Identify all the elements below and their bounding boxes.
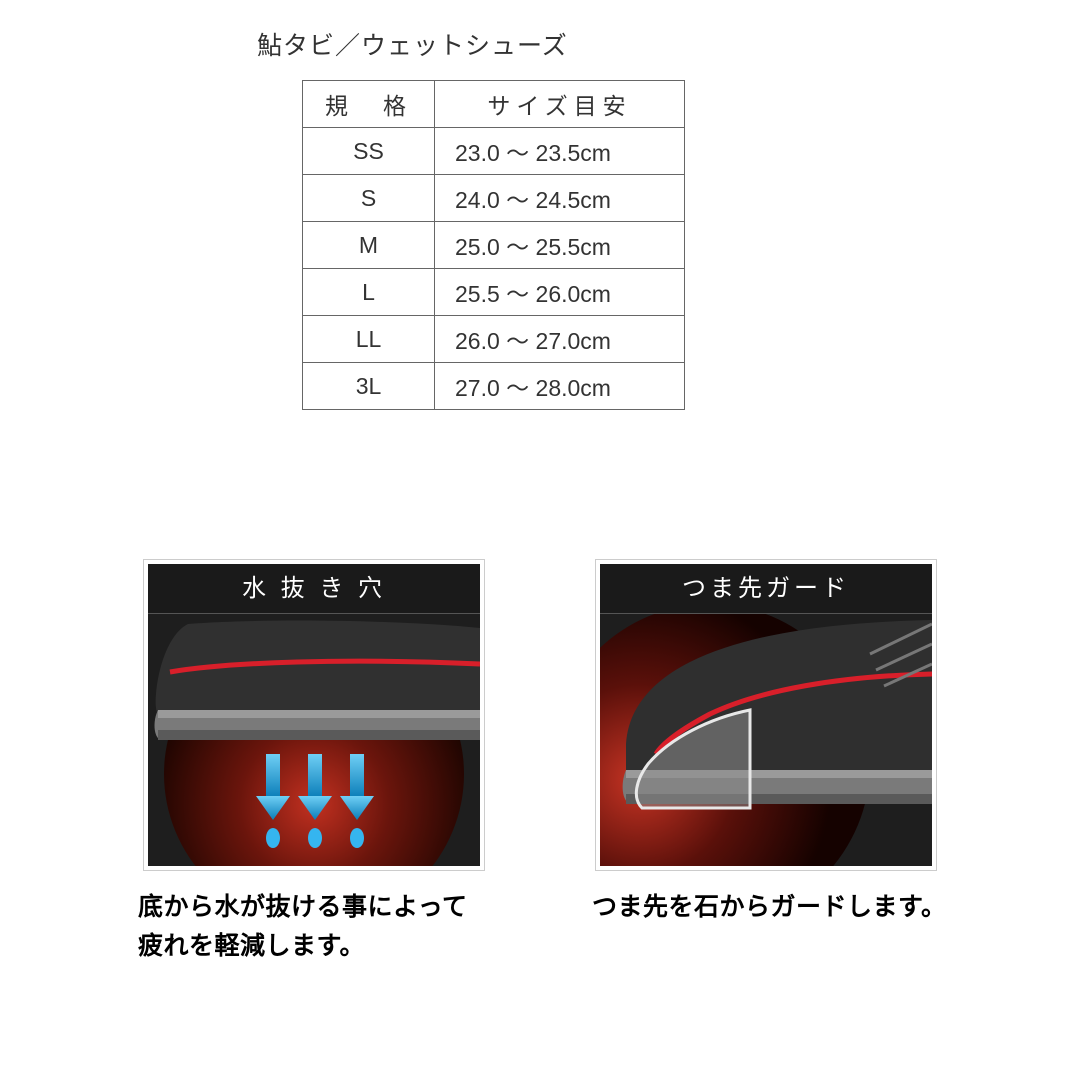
toe-guard-illustration bbox=[600, 614, 932, 870]
cell-size: 23.0 ～ 23.5cm bbox=[435, 128, 685, 175]
table-row: M25.0 ～ 25.5cm bbox=[303, 222, 685, 269]
page-title: 鮎タビ／ウェットシューズ bbox=[257, 26, 568, 62]
feature-toe-guard: つま先ガード つま先を石からガードします。 bbox=[596, 560, 956, 927]
feature-header: つま先ガード bbox=[600, 564, 932, 614]
cell-spec: S bbox=[303, 175, 435, 222]
cell-spec: SS bbox=[303, 128, 435, 175]
table-row: S24.0 ～ 24.5cm bbox=[303, 175, 685, 222]
feature-box: 水 抜 き 穴 bbox=[144, 560, 484, 870]
table-row: LL26.0 ～ 27.0cm bbox=[303, 316, 685, 363]
cell-spec: LL bbox=[303, 316, 435, 363]
cell-size: 25.5 ～ 26.0cm bbox=[435, 269, 685, 316]
feature-caption: つま先を石からガードします。 bbox=[592, 888, 956, 927]
feature-drain-holes: 水 抜 き 穴 bbox=[144, 560, 504, 966]
table-row: L25.5 ～ 26.0cm bbox=[303, 269, 685, 316]
feature-caption: 底から水が抜ける事によって疲れを軽減します。 bbox=[138, 888, 504, 966]
cell-size: 26.0 ～ 27.0cm bbox=[435, 316, 685, 363]
cell-spec: M bbox=[303, 222, 435, 269]
table-row: 3L27.0 ～ 28.0cm bbox=[303, 363, 685, 410]
size-table: 規 格 サイズ目安 SS23.0 ～ 23.5cm S24.0 ～ 24.5cm… bbox=[302, 80, 685, 410]
feature-header: 水 抜 き 穴 bbox=[148, 564, 480, 614]
cell-spec: L bbox=[303, 269, 435, 316]
th-spec: 規 格 bbox=[303, 81, 435, 128]
cell-size: 24.0 ～ 24.5cm bbox=[435, 175, 685, 222]
cell-size: 27.0 ～ 28.0cm bbox=[435, 363, 685, 410]
cell-spec: 3L bbox=[303, 363, 435, 410]
th-size: サイズ目安 bbox=[435, 81, 685, 128]
drain-holes-illustration bbox=[148, 614, 480, 870]
feature-box: つま先ガード bbox=[596, 560, 936, 870]
cell-size: 25.0 ～ 25.5cm bbox=[435, 222, 685, 269]
table-row: SS23.0 ～ 23.5cm bbox=[303, 128, 685, 175]
table-header-row: 規 格 サイズ目安 bbox=[303, 81, 685, 128]
